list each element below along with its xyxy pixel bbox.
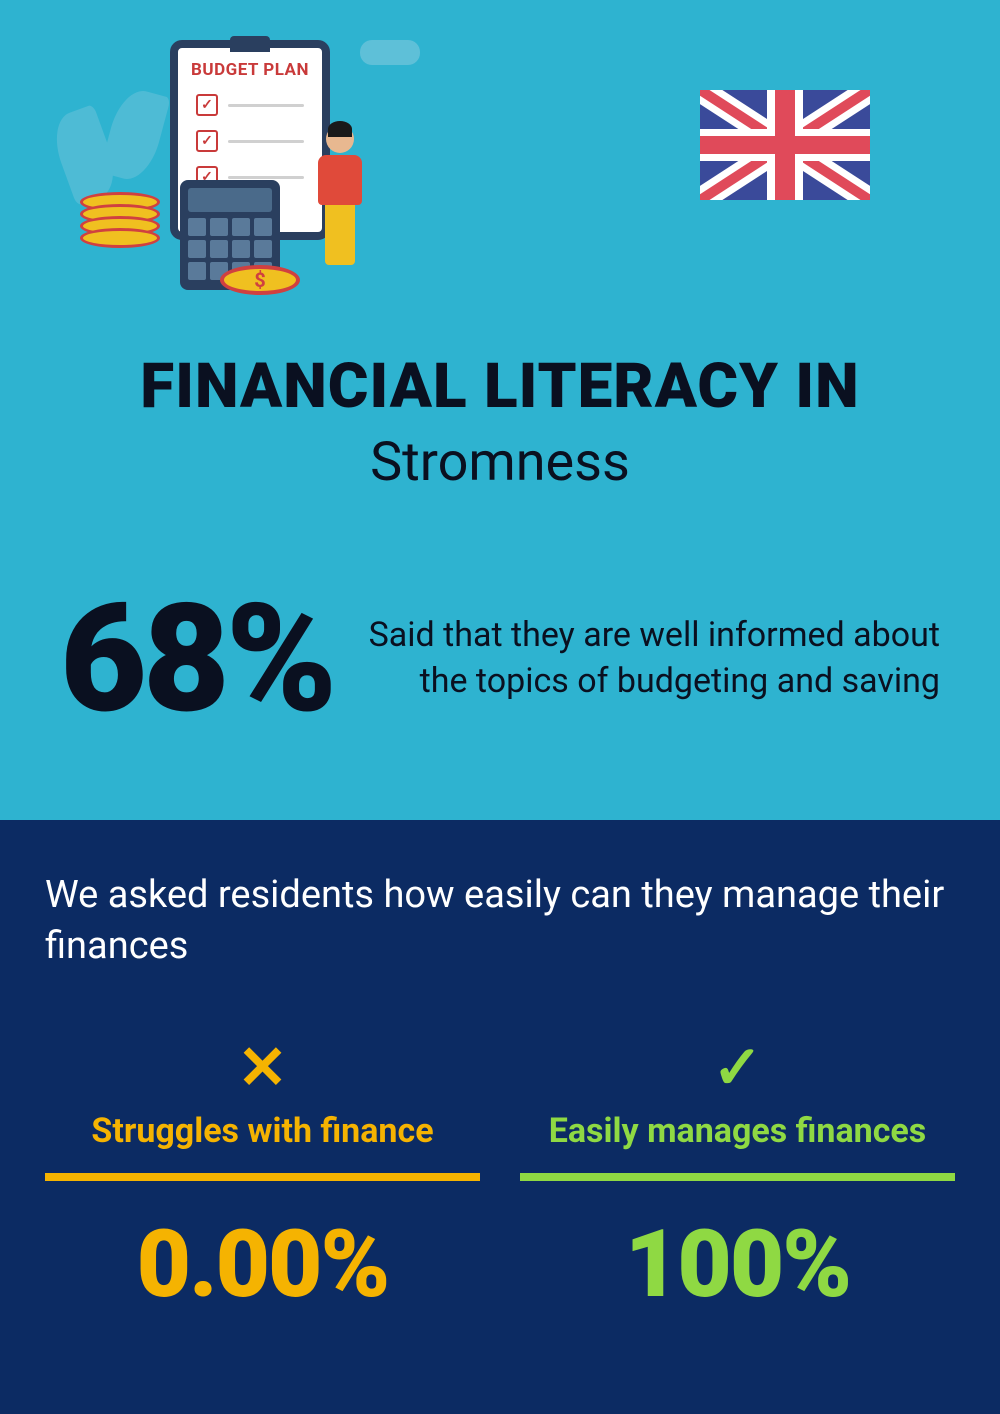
survey-results: ✕ Struggles with finance 0.00% ✓ Easily … [45, 1033, 955, 1319]
cloud-shape [360, 40, 420, 65]
manages-divider [520, 1173, 955, 1181]
manages-value: 100% [520, 1209, 955, 1319]
uk-flag-icon [700, 90, 870, 200]
manages-label: Easily manages finances [520, 1111, 955, 1169]
cross-icon: ✕ [45, 1033, 480, 1103]
bottom-section: We asked residents how easily can they m… [0, 820, 1000, 1414]
struggles-column: ✕ Struggles with finance 0.00% [45, 1033, 480, 1319]
coin-icon: $ [220, 265, 300, 295]
top-section: BUDGET PLAN ✓ ✓ ✓ $ [0, 0, 1000, 820]
survey-question: We asked residents how easily can they m… [45, 870, 955, 973]
struggles-value: 0.00% [45, 1209, 480, 1319]
title-block: FINANCIAL LITERACY IN Stromness [50, 350, 950, 494]
page-title: FINANCIAL LITERACY IN [50, 350, 950, 423]
coins-stack-icon [80, 200, 160, 248]
header-images: BUDGET PLAN ✓ ✓ ✓ $ [50, 30, 950, 300]
budget-plan-illustration: BUDGET PLAN ✓ ✓ ✓ $ [50, 30, 390, 300]
clipboard-title: BUDGET PLAN [178, 60, 322, 80]
struggles-label: Struggles with finance [45, 1111, 480, 1169]
headline-description: Said that they are well informed about t… [363, 613, 940, 705]
person-icon [310, 125, 370, 285]
check-icon: ✓ [520, 1033, 955, 1103]
struggles-divider [45, 1173, 480, 1181]
headline-percent: 68% [60, 584, 333, 734]
location-name: Stromness [50, 431, 950, 494]
manages-column: ✓ Easily manages finances 100% [520, 1033, 955, 1319]
headline-stat: 68% Said that they are well informed abo… [50, 584, 950, 734]
